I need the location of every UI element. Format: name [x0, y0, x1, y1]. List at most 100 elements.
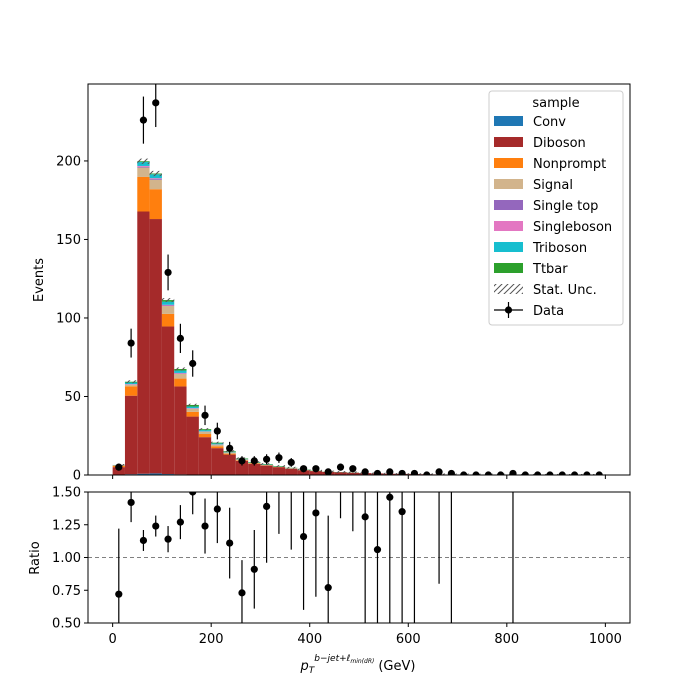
data-point	[558, 471, 566, 475]
legend-label-diboson: Diboson	[533, 136, 586, 151]
x-axis-label-sup: b−jet+ℓ	[314, 654, 350, 664]
bar-diboson	[334, 472, 347, 475]
legend-label-triboson: Triboson	[532, 241, 587, 256]
x-axis-label-main: p	[300, 659, 309, 674]
legend-label-signal: Signal	[533, 178, 573, 193]
ratio-point	[201, 522, 209, 530]
ratio-plot-frame-bg	[88, 492, 630, 623]
legend-title: sample	[532, 96, 579, 111]
data-point	[213, 427, 221, 435]
bar-singleboson	[149, 178, 162, 180]
bar-single-top	[149, 179, 162, 180]
stat-unc-band	[124, 380, 138, 384]
ratio-point	[250, 565, 258, 573]
ratio-y-tick-label: 1.50	[52, 486, 81, 501]
bar-signal	[186, 408, 199, 412]
bar-signal	[198, 431, 212, 435]
bar-conv	[137, 473, 150, 475]
data-point	[238, 457, 246, 465]
y-tick-label: 0	[73, 469, 81, 484]
stat-unc-band	[161, 298, 175, 303]
bar-diboson	[248, 464, 261, 475]
data-point	[570, 471, 579, 475]
bar-conv	[149, 473, 162, 475]
ratio-point	[312, 509, 320, 517]
legend-swatch-triboson	[494, 242, 523, 252]
ratio-y-tick-label: 0.50	[52, 617, 81, 632]
x-tick-label: 400	[297, 632, 322, 647]
y-tick-label: 50	[64, 390, 81, 405]
bar-triboson	[149, 174, 162, 179]
bar-signal	[161, 306, 175, 314]
legend-swatch-signal	[494, 179, 523, 189]
legend-swatch-conv	[494, 116, 523, 126]
data-point	[435, 468, 443, 475]
legend-label-singleboson: Singleboson	[533, 220, 612, 235]
bar-nonprompt	[149, 189, 162, 220]
stat-unc-band	[137, 158, 150, 164]
bar-nonprompt	[211, 446, 224, 449]
bar-diboson	[272, 467, 286, 475]
bar-triboson	[124, 382, 138, 385]
data-point	[497, 471, 505, 475]
ratio-point	[213, 505, 221, 513]
data-point	[595, 471, 603, 475]
ratio-point	[299, 532, 308, 541]
data-point	[509, 469, 517, 475]
legend-label-nonprompt: Nonprompt	[533, 157, 606, 172]
bar-diboson	[149, 219, 162, 474]
bar-signal	[137, 167, 150, 177]
bar-single-top	[137, 166, 150, 168]
x-axis-label-sup-sub: min(dR)	[350, 658, 374, 665]
x-tick-label: 0	[108, 632, 116, 647]
bar-diboson	[174, 386, 187, 475]
ratio-point	[127, 498, 135, 507]
data-point	[324, 468, 332, 475]
data-point	[250, 457, 258, 465]
data-point	[139, 116, 148, 124]
bar-diboson	[297, 470, 310, 475]
ratio-point	[152, 522, 160, 530]
bar-singleboson	[137, 165, 150, 167]
data-point	[201, 411, 209, 419]
x-tick-label: 800	[494, 632, 519, 647]
bar-diboson	[198, 437, 212, 475]
data-point	[361, 468, 369, 475]
data-point	[410, 469, 419, 475]
ratio-point	[139, 536, 148, 545]
data-point	[115, 463, 123, 471]
ratio-point	[226, 539, 234, 547]
bar-triboson	[186, 406, 199, 409]
data-point	[373, 469, 382, 475]
legend-label-conv: Conv	[533, 115, 566, 130]
data-point	[152, 99, 160, 107]
bar-diboson	[223, 454, 236, 475]
legend-label-stat-unc: Stat. Unc.	[533, 283, 597, 298]
x-tick-label: 1000	[589, 632, 622, 647]
ratio-point	[361, 513, 369, 521]
ratio-point	[324, 584, 332, 592]
stat-unc-band	[334, 471, 347, 473]
bar-diboson	[137, 211, 150, 474]
bar-signal	[149, 179, 162, 190]
stat-unc-band	[149, 170, 162, 177]
data-point	[546, 471, 554, 475]
y-tick-label: 100	[56, 311, 81, 326]
ratio-point	[176, 518, 184, 526]
data-point	[263, 455, 271, 463]
data-point	[336, 463, 345, 471]
x-axis-label-sub: T	[309, 666, 316, 676]
ratio-point	[115, 590, 123, 598]
bar-diboson	[260, 465, 273, 475]
data-point	[164, 268, 172, 277]
bar-nonprompt	[186, 411, 199, 417]
bar-nonprompt	[161, 313, 175, 327]
legend-swatch-nonprompt	[494, 158, 523, 168]
ratio-point	[238, 589, 246, 597]
data-point	[312, 465, 320, 473]
bar-diboson	[346, 472, 359, 475]
bar-diboson	[235, 460, 249, 475]
legend-swatch-diboson	[494, 137, 523, 147]
ratio-y-axis-label: Ratio	[28, 541, 43, 574]
